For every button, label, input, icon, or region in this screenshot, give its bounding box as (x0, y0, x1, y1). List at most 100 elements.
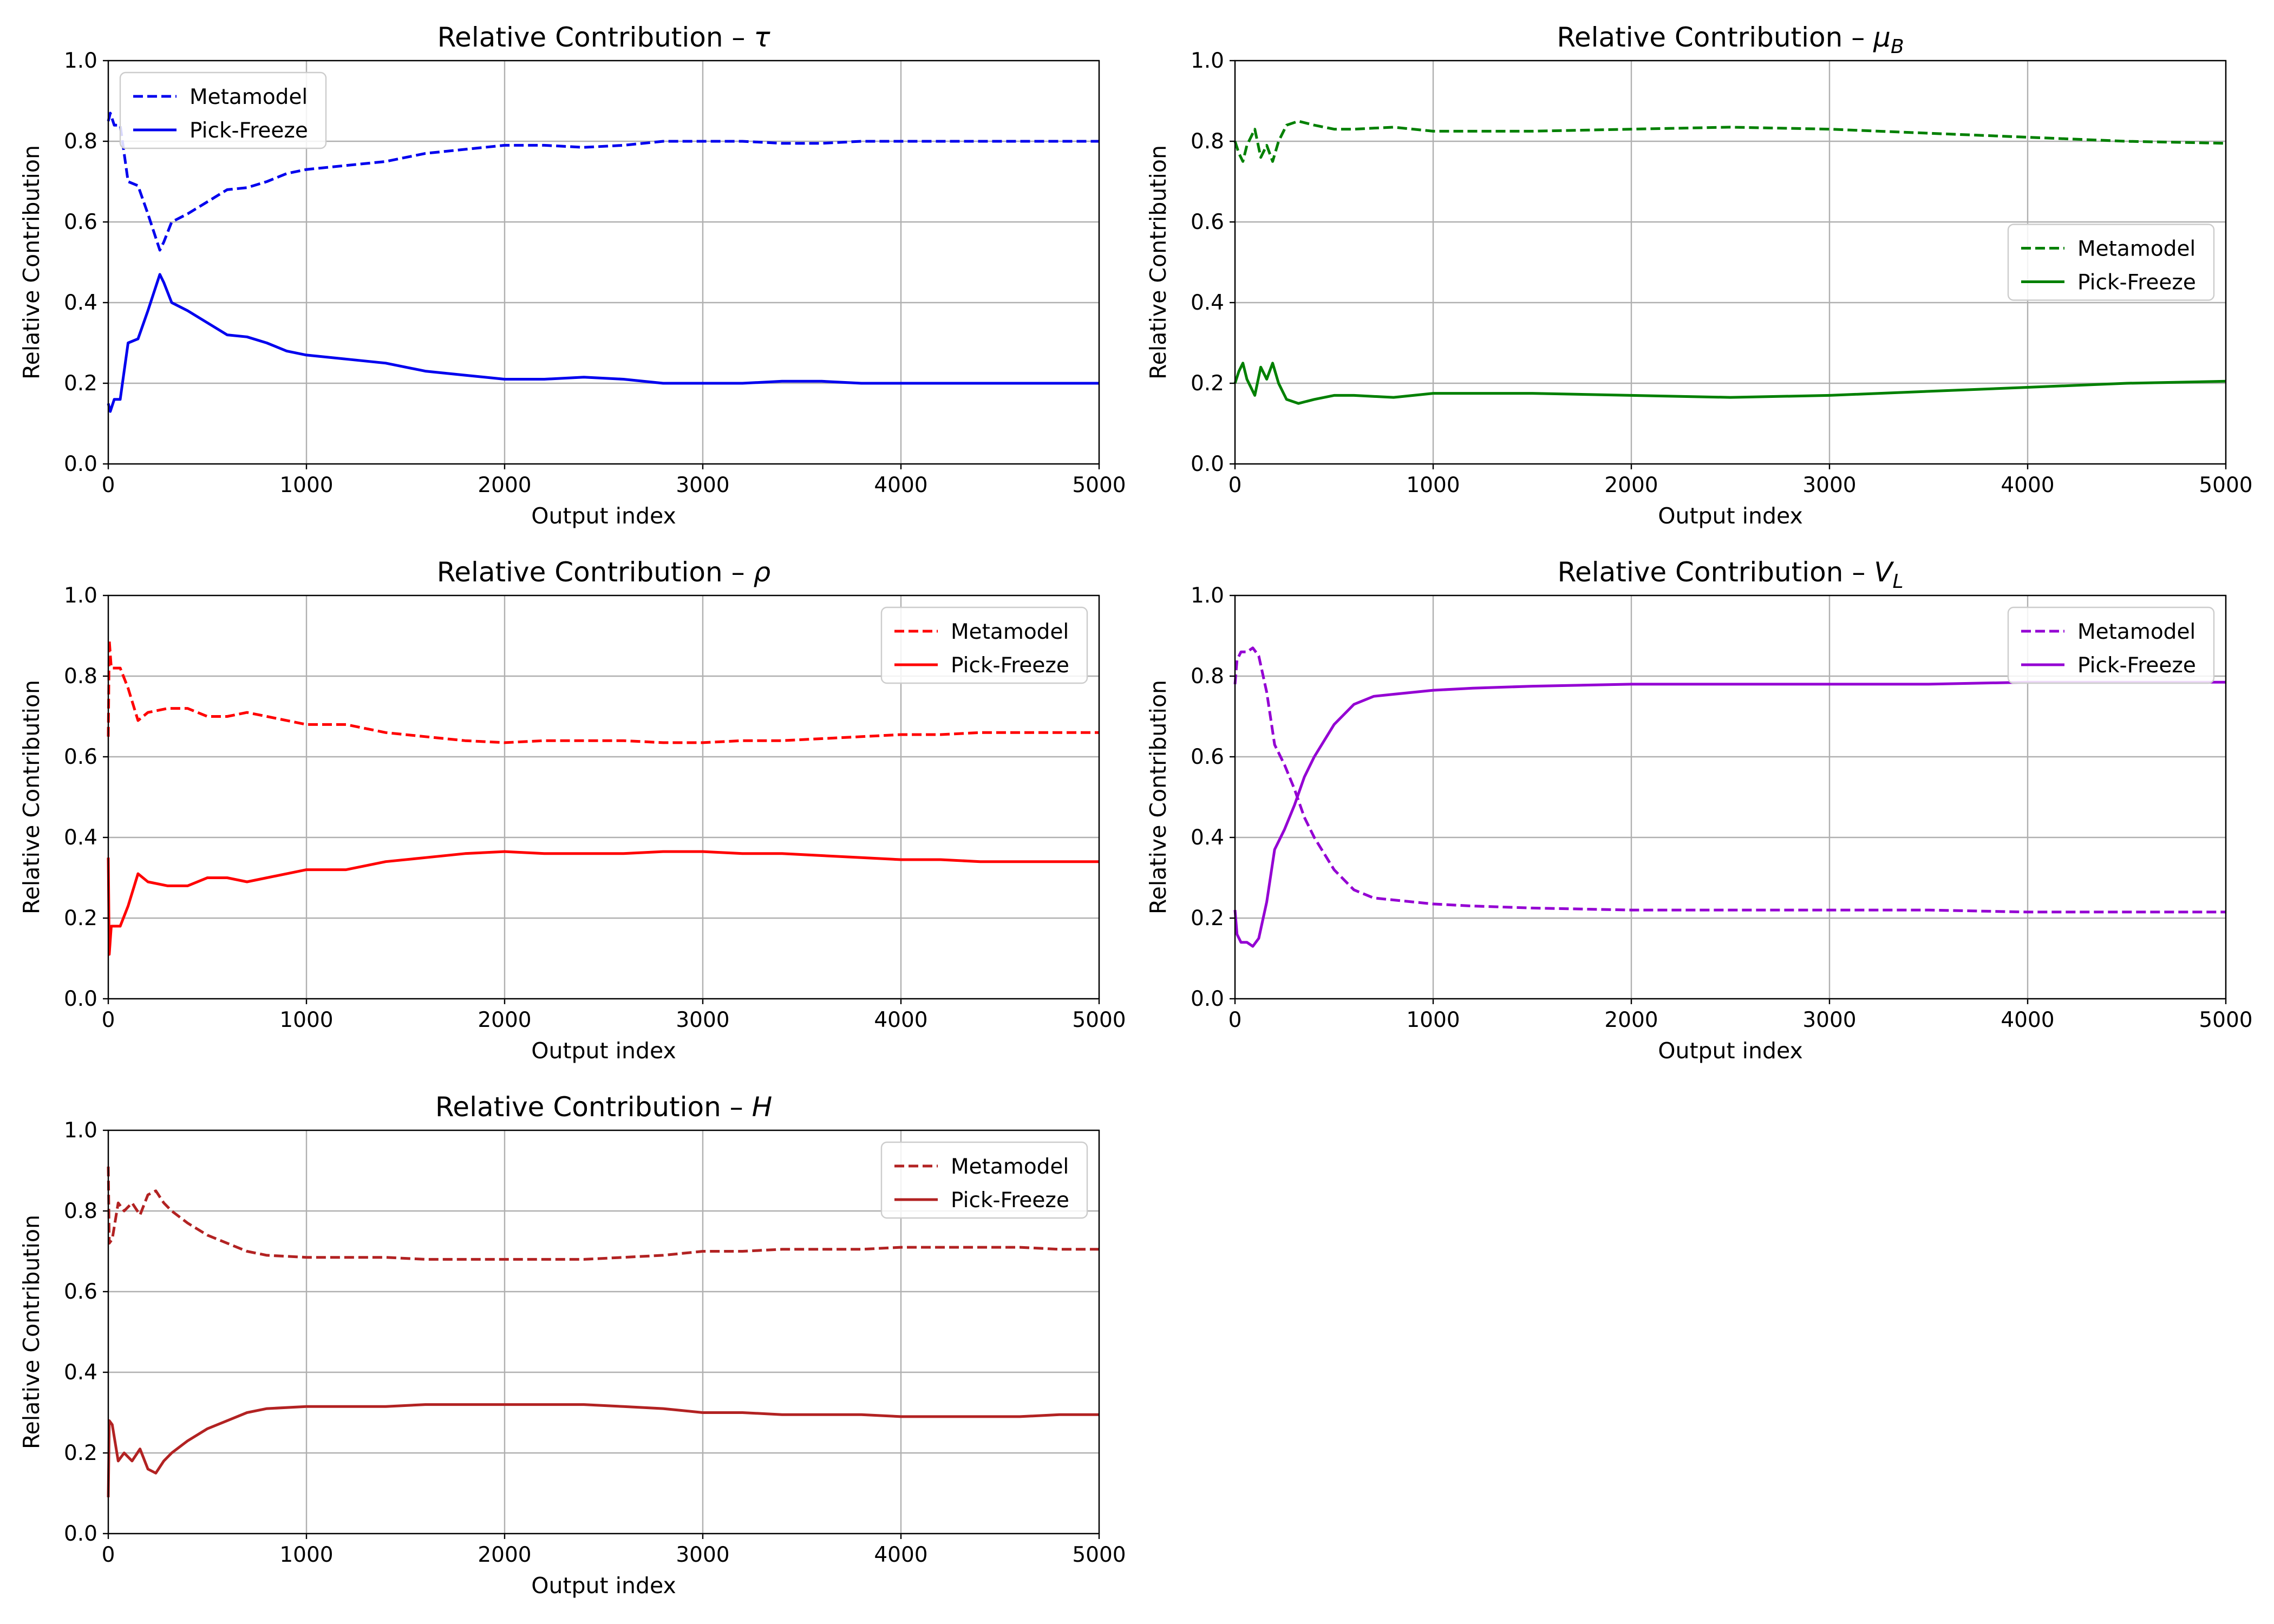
y-tick-label: 0.6 (1191, 210, 1224, 234)
chart-panel-rho: 0 1000 2000 3000 4000 5000 0.0 0.2 0.4 0.6 0.8 1.0 R… (18, 556, 1126, 1064)
chart-panel-VL: 0 1000 2000 3000 4000 5000 0.0 0.2 0.4 0.6 0.8 1.0 R… (1145, 556, 2253, 1064)
legend-label: Pick-Freeze (2077, 271, 2196, 295)
series-line-metamodel (1233, 120, 2226, 163)
y-tick-label: 0.0 (64, 987, 97, 1011)
axes-frame (107, 594, 1100, 1000)
x-tick-label: 4000 (874, 473, 927, 497)
x-tick-label: 3000 (676, 1008, 729, 1032)
x-tick-label: 4000 (874, 1008, 927, 1032)
chart-panel-muB: 0 1000 2000 3000 4000 5000 0.0 0.2 0.4 0.6 0.8 1.0 R… (1145, 22, 2253, 529)
legend: Metamodel Pick-Freeze (2007, 224, 2215, 301)
y-tick-label: 0.2 (1191, 906, 1224, 931)
legend-label: Pick-Freeze (951, 653, 1069, 678)
x-tick-label: 1000 (1406, 1008, 1460, 1032)
x-tick-label: 2000 (478, 473, 531, 497)
y-tick-label: 0.6 (64, 1280, 97, 1304)
series-line-metamodel (107, 638, 1099, 744)
series-line-pick-freeze (1233, 680, 2226, 948)
x-tick-label: 5000 (1072, 1543, 1126, 1567)
y-tick-label: 0.2 (64, 906, 97, 931)
series-line-metamodel (1233, 646, 2226, 914)
y-axis-label: Relative Contribution (1145, 680, 1171, 914)
x-axis-label: Output index (531, 1038, 676, 1064)
chart-title: Relative Contribution – τ (437, 22, 771, 53)
x-tick-label: 1000 (1406, 473, 1460, 497)
legend-label: Pick-Freeze (190, 119, 308, 143)
x-axis-label: Output index (1658, 503, 1803, 529)
legend-label: Metamodel (951, 1155, 1069, 1179)
x-tick-label: 5000 (1072, 473, 1126, 497)
chart-title: Relative Contribution – μB (1557, 22, 1904, 58)
axes-frame (107, 1129, 1100, 1535)
y-axis-label: Relative Contribution (1145, 145, 1171, 379)
y-tick-label: 0.2 (64, 371, 97, 396)
y-tick-label: 0.8 (1191, 129, 1224, 154)
y-tick-label: 0.8 (1191, 664, 1224, 689)
legend-label: Pick-Freeze (951, 1188, 1069, 1213)
x-tick-label: 3000 (1802, 473, 1856, 497)
legend-label: Metamodel (2077, 237, 2195, 261)
x-tick-label: 0 (1229, 473, 1242, 497)
y-tick-label: 0.2 (64, 1441, 97, 1465)
x-tick-label: 5000 (1072, 1008, 1126, 1032)
axes-frame (1234, 594, 2227, 1000)
y-tick-label: 0.4 (1191, 826, 1224, 850)
y-tick-label: 0.0 (64, 1522, 97, 1546)
y-tick-label: 0.6 (64, 210, 97, 234)
x-tick-label: 0 (102, 473, 115, 497)
legend-label: Metamodel (190, 85, 308, 109)
chart-title: Relative Contribution – H (435, 1091, 772, 1123)
y-tick-label: 1.0 (1191, 584, 1224, 608)
y-axis-label: Relative Contribution (18, 680, 44, 914)
axes-frame (1234, 60, 2227, 465)
y-tick-label: 0.4 (64, 291, 97, 315)
x-axis-label: Output index (531, 1573, 676, 1599)
x-tick-label: 4000 (2001, 473, 2054, 497)
x-tick-label: 0 (1229, 1008, 1242, 1032)
y-tick-label: 0.8 (64, 664, 97, 689)
x-axis-label: Output index (1658, 1038, 1803, 1064)
x-tick-label: 5000 (2199, 1008, 2252, 1032)
series-line-pick-freeze (107, 850, 1099, 956)
series-line-pick-freeze (107, 1403, 1099, 1497)
chart-panel-H: 0 1000 2000 3000 4000 5000 0.0 0.2 0.4 0.6 0.8 1.0 R… (18, 1091, 1126, 1599)
y-tick-label: 0.0 (1191, 452, 1224, 476)
legend-label: Metamodel (2077, 620, 2195, 644)
y-tick-label: 0.8 (64, 129, 97, 154)
x-tick-label: 2000 (1604, 473, 1658, 497)
x-tick-label: 0 (102, 1008, 115, 1032)
y-tick-label: 1.0 (64, 49, 97, 73)
y-tick-label: 0.4 (1191, 291, 1224, 315)
axes-frame (107, 60, 1100, 465)
x-tick-label: 5000 (2199, 473, 2252, 497)
x-tick-label: 1000 (279, 1543, 333, 1567)
y-tick-label: 0.6 (1191, 745, 1224, 769)
x-tick-label: 3000 (676, 473, 729, 497)
legend: Metamodel Pick-Freeze (880, 606, 1088, 684)
y-axis-label: Relative Contribution (18, 1215, 44, 1449)
x-tick-label: 3000 (1802, 1008, 1856, 1032)
x-tick-label: 2000 (478, 1008, 531, 1032)
legend: Metamodel Pick-Freeze (119, 71, 327, 149)
y-tick-label: 0.0 (1191, 987, 1224, 1011)
y-tick-label: 0.2 (1191, 371, 1224, 396)
chart-title: Relative Contribution – VL (1557, 556, 1903, 593)
legend: Metamodel Pick-Freeze (2007, 606, 2215, 684)
x-tick-label: 4000 (874, 1543, 927, 1567)
x-tick-label: 1000 (279, 473, 333, 497)
x-tick-label: 1000 (279, 1008, 333, 1032)
y-tick-label: 0.4 (64, 1360, 97, 1385)
y-tick-label: 0.4 (64, 826, 97, 850)
y-tick-label: 0.0 (64, 452, 97, 476)
legend: Metamodel Pick-Freeze (880, 1141, 1088, 1219)
chart-title: Relative Contribution – ρ (437, 556, 771, 588)
y-tick-label: 1.0 (64, 1118, 97, 1143)
x-tick-label: 2000 (1604, 1008, 1658, 1032)
x-tick-label: 4000 (2001, 1008, 2054, 1032)
series-line-pick-freeze (1233, 362, 2226, 405)
y-axis-label: Relative Contribution (18, 145, 44, 379)
series-line-pick-freeze (107, 273, 1099, 413)
y-tick-label: 1.0 (64, 584, 97, 608)
y-tick-label: 0.6 (64, 745, 97, 769)
